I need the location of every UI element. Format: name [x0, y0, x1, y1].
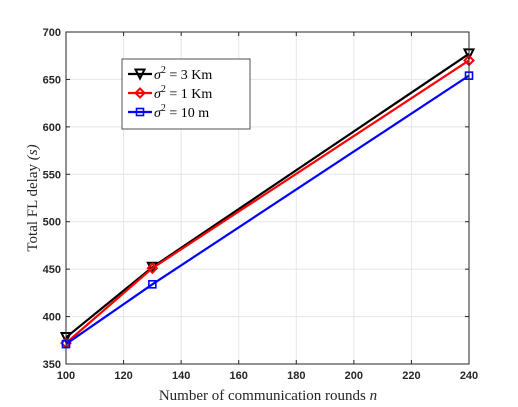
- legend-entry: σ2 = 1 Km: [128, 84, 212, 102]
- x-tick-label: 200: [345, 370, 363, 382]
- x-tick-label: 100: [57, 370, 75, 382]
- x-tick-label: 120: [114, 370, 132, 382]
- y-axis-label: Total FL delay (s): [25, 144, 41, 251]
- y-tick-label: 700: [43, 27, 61, 39]
- series-line: [65, 59, 470, 344]
- legend-label: σ2 = 3 Km: [154, 65, 212, 83]
- tick-labels: 100 120 140 160 180 200 220 240 350 400 450 500 550 6…: [43, 27, 479, 382]
- x-tick-label: 220: [402, 370, 420, 382]
- legend-entry: σ2 = 10 m: [128, 103, 209, 121]
- y-tick-label: 450: [43, 264, 61, 276]
- legend-marker: [133, 68, 147, 81]
- y-tick-label: 350: [43, 359, 61, 371]
- data-point: [148, 280, 157, 289]
- x-axis-label: Number of communication rounds n: [159, 388, 377, 404]
- legend-marker: [134, 87, 146, 99]
- data-point: [146, 262, 159, 275]
- x-tick-label: 140: [172, 370, 190, 382]
- y-tick-label: 500: [43, 217, 61, 229]
- y-tick-label: 550: [43, 169, 61, 181]
- series-line: [65, 74, 470, 345]
- x-tick-label: 160: [230, 370, 248, 382]
- legend-label: σ2 = 10 m: [154, 103, 209, 121]
- legend-marker: [135, 107, 145, 117]
- legend-label: σ2 = 1 Km: [154, 84, 212, 102]
- y-tick-label: 400: [43, 312, 61, 324]
- plot-frame: [65, 31, 470, 365]
- series-layer: [59, 48, 476, 350]
- legend-entry: σ2 = 3 Km: [128, 65, 212, 83]
- grid: [65, 31, 470, 365]
- y-tick-label: 600: [43, 122, 61, 134]
- y-tick-label: 650: [43, 74, 61, 86]
- x-tick-label: 180: [287, 370, 305, 382]
- x-tick-label: 240: [460, 370, 478, 382]
